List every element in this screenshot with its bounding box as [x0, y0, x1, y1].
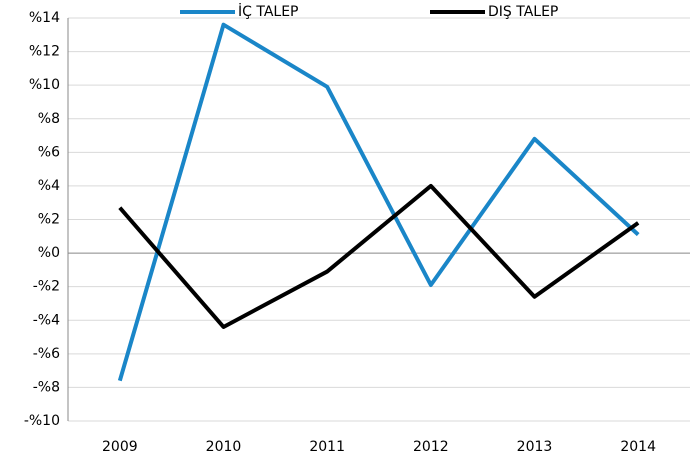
y-tick-label: -%4	[33, 312, 60, 328]
x-tick-label: 2010	[206, 439, 242, 455]
y-tick-label: %12	[29, 44, 60, 60]
y-tick-label: %6	[38, 144, 60, 160]
x-tick-label: 2012	[413, 439, 449, 455]
x-tick-label: 2013	[517, 439, 553, 455]
series-line	[117, 22, 640, 382]
y-tick-label: %4	[38, 178, 60, 194]
y-tick-label: -%8	[33, 379, 60, 395]
y-tick-label: %8	[38, 111, 60, 127]
x-tick-label: 2011	[309, 439, 345, 455]
legend-label: İÇ TALEP	[238, 2, 298, 20]
x-tick-label: 2014	[620, 439, 656, 455]
x-tick-label: 2009	[102, 439, 138, 455]
y-tick-label: %10	[29, 77, 60, 93]
y-tick-label: %2	[38, 212, 60, 228]
y-tick-label: -%6	[33, 346, 60, 362]
y-tick-label: %14	[29, 10, 60, 26]
series-line	[118, 183, 640, 329]
legend-label: DIŞ TALEP	[488, 4, 558, 20]
y-tick-label: -%2	[33, 279, 60, 295]
y-tick-label: %0	[38, 245, 60, 261]
y-tick-label: -%10	[24, 413, 60, 429]
